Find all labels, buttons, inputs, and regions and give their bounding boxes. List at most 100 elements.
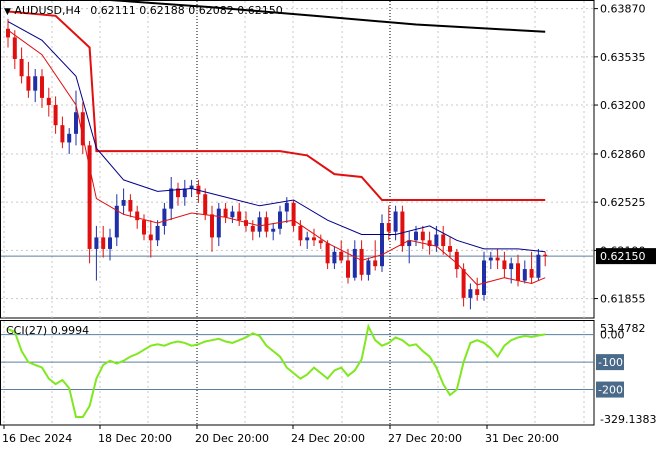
candle-body	[121, 200, 126, 206]
candle-body	[373, 260, 378, 267]
candle-body	[339, 251, 344, 261]
candle-body	[182, 188, 187, 198]
candle-body	[101, 237, 106, 249]
high-value: 0.62188	[139, 4, 185, 17]
candle-body	[278, 211, 282, 229]
candle-body	[536, 254, 541, 278]
cci-levels	[1, 334, 594, 391]
candle-body	[522, 269, 527, 281]
cci-axis-bottom-label: -329.1383	[600, 413, 656, 426]
time-tick-label: 20 Dec 20:00	[195, 432, 269, 445]
cci-line-group	[7, 323, 546, 418]
candle-body	[448, 246, 452, 252]
candle-body	[482, 260, 486, 295]
open-value: 0.62111	[90, 4, 136, 17]
candle-body	[237, 211, 242, 221]
candle-body	[142, 220, 146, 235]
candle-body	[33, 76, 38, 91]
candle-body	[244, 220, 248, 226]
candle-body	[223, 208, 228, 218]
current-price-badge	[596, 248, 656, 265]
indicator-line-0	[95, 0, 546, 33]
cci-level-label: -100	[598, 356, 623, 369]
candle-body	[203, 194, 208, 215]
candle-body	[6, 28, 10, 38]
cci-level-badge	[596, 354, 624, 371]
candle-body	[60, 125, 65, 143]
candle-body	[12, 37, 17, 59]
candle-body	[162, 208, 167, 226]
time-tick-label: 24 Dec 20:00	[291, 432, 365, 445]
candle-body	[420, 231, 425, 241]
indicator-line-3	[7, 29, 546, 286]
cci-level-label: -200	[598, 384, 623, 397]
candle-body	[291, 202, 296, 226]
candle-body	[509, 263, 514, 270]
cci-value: 0.9994	[50, 324, 90, 337]
cci-title: CCI(27)	[6, 324, 48, 337]
candle-body	[67, 133, 72, 143]
time-tick-label: 27 Dec 20:00	[388, 432, 462, 445]
time-tick-label: 31 Dec 20:00	[485, 432, 559, 445]
cci-axis-top-label: 53.4782	[600, 322, 646, 335]
cci-axis: 0.00 -100 -200 53.4782 -329.1383	[596, 322, 656, 426]
candle-body	[529, 269, 534, 278]
vertical-grid	[3, 1, 585, 425]
candle-body	[475, 289, 480, 295]
candle-body	[427, 240, 432, 247]
candle-body	[19, 58, 24, 77]
candle-body	[80, 112, 85, 146]
candle-body	[114, 205, 119, 238]
candle-body	[332, 251, 337, 264]
candle-body	[468, 289, 473, 298]
candle-body	[40, 76, 44, 98]
candle-body	[94, 237, 99, 249]
cci-chart-border	[0, 320, 595, 426]
candle-body	[380, 223, 384, 267]
cci-info: CCI(27) 0.9994	[6, 324, 89, 337]
candle-body	[53, 105, 58, 126]
candle-body	[352, 248, 357, 278]
candle-body	[386, 223, 391, 232]
candle-body	[359, 248, 364, 275]
candle-body	[250, 225, 255, 232]
indicator-line-2	[7, 21, 546, 253]
candle-body	[502, 260, 507, 270]
price-tick-label: 0.63870	[600, 3, 646, 16]
candle-body	[516, 263, 520, 281]
candle-body	[271, 228, 276, 232]
candle-body	[108, 237, 112, 249]
candle-body	[216, 208, 221, 238]
price-axis: 0.63870 0.63535 0.63200 0.62860 0.62525 0.621…	[594, 3, 656, 306]
time-axis: 16 Dec 2024 18 Dec 20:00 20 Dec 20:00 24 De…	[2, 425, 559, 445]
cci-line	[7, 323, 546, 418]
candle-body	[284, 202, 289, 212]
candle-body	[441, 234, 446, 247]
candle-body	[230, 211, 235, 218]
candle-body	[461, 269, 466, 298]
price-tick-label: 0.62525	[600, 196, 646, 209]
collapse-arrow-icon[interactable]: ▼	[4, 7, 11, 17]
chart-info-bar: ▼ AUDUSD,H4 0.62111 0.62188 0.62082 0.62…	[4, 4, 283, 17]
candle-body	[128, 200, 133, 212]
candle-body	[135, 211, 140, 221]
candle-body	[346, 260, 350, 278]
main-chart-border	[0, 0, 595, 319]
candle-body	[325, 243, 330, 264]
symbol-label: AUDUSD,H4	[14, 4, 81, 17]
candle-body	[148, 234, 153, 241]
cci-frame	[0, 320, 595, 426]
cci-level-label: 0.00	[600, 329, 625, 342]
candle-body	[87, 145, 92, 249]
candle-body	[434, 234, 439, 247]
main-chart-frame	[0, 0, 595, 319]
price-tick-label: 0.63200	[600, 99, 646, 112]
candle-body	[543, 254, 548, 257]
candle-body	[298, 225, 303, 241]
price-tick-label: 0.63535	[600, 51, 646, 64]
indicator-lines	[7, 0, 546, 286]
candle-body	[400, 211, 405, 247]
candle-body	[366, 260, 371, 275]
